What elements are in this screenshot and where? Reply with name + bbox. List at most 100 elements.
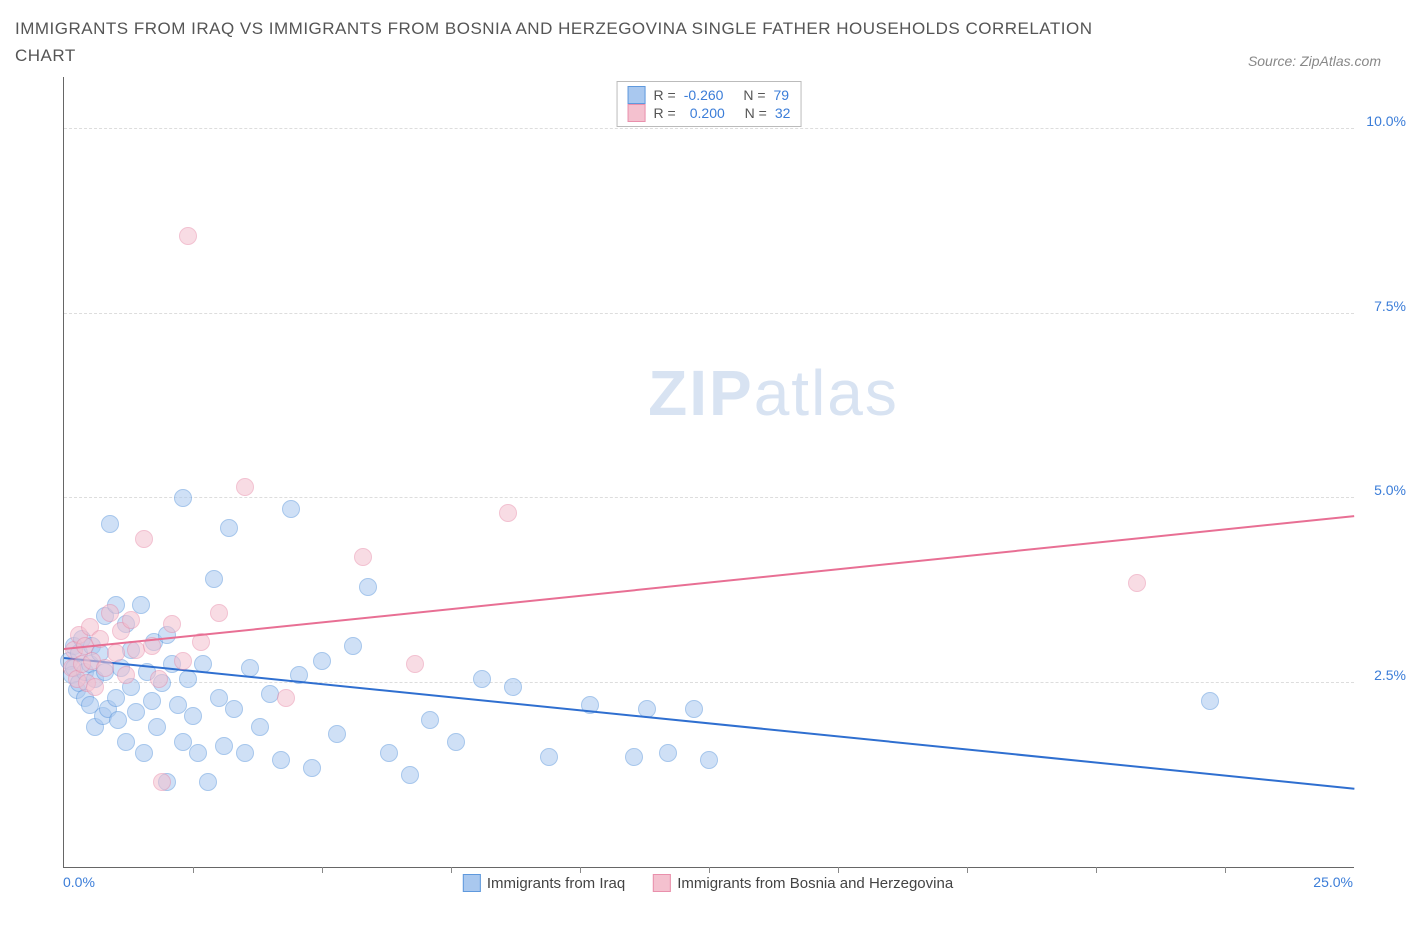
x-tick (838, 867, 839, 873)
data-point (143, 692, 161, 710)
y-tick-label: 5.0% (1374, 482, 1406, 498)
data-point (685, 700, 703, 718)
data-point (215, 737, 233, 755)
gridline (64, 128, 1354, 129)
source-attribution: Source: ZipAtlas.com (1248, 53, 1391, 69)
data-point (282, 500, 300, 518)
x-axis-min-label: 0.0% (63, 874, 95, 890)
data-point (401, 766, 419, 784)
x-tick (709, 867, 710, 873)
data-point (406, 655, 424, 673)
watermark: ZIPatlas (648, 356, 899, 430)
data-point (199, 773, 217, 791)
data-point (473, 670, 491, 688)
data-point (303, 759, 321, 777)
y-tick-label: 7.5% (1374, 298, 1406, 314)
data-point (179, 227, 197, 245)
r-value-series-2: 0.200 (684, 105, 725, 121)
trend-line (64, 515, 1354, 650)
data-point (148, 718, 166, 736)
gridline (64, 313, 1354, 314)
data-point (277, 689, 295, 707)
r-value-series-1: -0.260 (684, 87, 724, 103)
data-point (174, 733, 192, 751)
data-point (174, 652, 192, 670)
data-point (135, 530, 153, 548)
data-point (101, 515, 119, 533)
series-legend: Immigrants from Iraq Immigrants from Bos… (463, 874, 953, 892)
data-point (205, 570, 223, 588)
swatch-series-2 (628, 104, 646, 122)
data-point (540, 748, 558, 766)
x-tick (1096, 867, 1097, 873)
data-point (499, 504, 517, 522)
data-point (447, 733, 465, 751)
legend-item-series-1: Immigrants from Iraq (463, 874, 625, 892)
data-point (107, 689, 125, 707)
data-point (184, 707, 202, 725)
data-point (272, 751, 290, 769)
data-point (163, 615, 181, 633)
data-point (1128, 574, 1146, 592)
data-point (86, 678, 104, 696)
chart-title: IMMIGRANTS FROM IRAQ VS IMMIGRANTS FROM … (15, 15, 1115, 69)
data-point (700, 751, 718, 769)
data-point (625, 748, 643, 766)
stats-row-series-2: R = 0.200 N = 32 (628, 104, 791, 122)
data-point (236, 478, 254, 496)
data-point (328, 725, 346, 743)
data-point (117, 666, 135, 684)
data-point (225, 700, 243, 718)
gridline (64, 682, 1354, 683)
x-tick (322, 867, 323, 873)
gridline (64, 497, 1354, 498)
data-point (504, 678, 522, 696)
data-point (169, 696, 187, 714)
x-tick (1225, 867, 1226, 873)
x-axis-row: 0.0% Immigrants from Iraq Immigrants fro… (63, 874, 1353, 902)
x-tick (193, 867, 194, 873)
x-tick (451, 867, 452, 873)
data-point (109, 711, 127, 729)
stats-legend: R = -0.260 N = 79 R = 0.200 N = 32 (617, 81, 802, 127)
data-point (220, 519, 238, 537)
legend-swatch-2 (653, 874, 671, 892)
legend-item-series-2: Immigrants from Bosnia and Herzegovina (653, 874, 953, 892)
data-point (236, 744, 254, 762)
data-point (179, 670, 197, 688)
data-point (421, 711, 439, 729)
n-value-series-1: 79 (774, 87, 790, 103)
data-point (101, 604, 119, 622)
data-point (122, 611, 140, 629)
data-point (210, 689, 228, 707)
data-point (380, 744, 398, 762)
data-point (174, 489, 192, 507)
data-point (359, 578, 377, 596)
legend-label-1: Immigrants from Iraq (487, 875, 625, 892)
data-point (127, 703, 145, 721)
data-point (135, 744, 153, 762)
x-axis-max-label: 25.0% (1313, 874, 1353, 890)
data-point (659, 744, 677, 762)
legend-label-2: Immigrants from Bosnia and Herzegovina (677, 875, 953, 892)
x-tick (967, 867, 968, 873)
n-value-series-2: 32 (775, 105, 791, 121)
chart-container: Single Father Households ZIPatlas R = -0… (15, 77, 1391, 902)
scatter-plot: ZIPatlas R = -0.260 N = 79 R = 0.200 N =… (63, 77, 1354, 868)
data-point (344, 637, 362, 655)
data-point (251, 718, 269, 736)
data-point (189, 744, 207, 762)
y-tick-label: 10.0% (1366, 113, 1406, 129)
data-point (150, 670, 168, 688)
x-tick (580, 867, 581, 873)
data-point (117, 733, 135, 751)
data-point (313, 652, 331, 670)
legend-swatch-1 (463, 874, 481, 892)
data-point (1201, 692, 1219, 710)
data-point (210, 604, 228, 622)
data-point (153, 773, 171, 791)
stats-row-series-1: R = -0.260 N = 79 (628, 86, 791, 104)
data-point (107, 644, 125, 662)
y-tick-label: 2.5% (1374, 667, 1406, 683)
swatch-series-1 (628, 86, 646, 104)
